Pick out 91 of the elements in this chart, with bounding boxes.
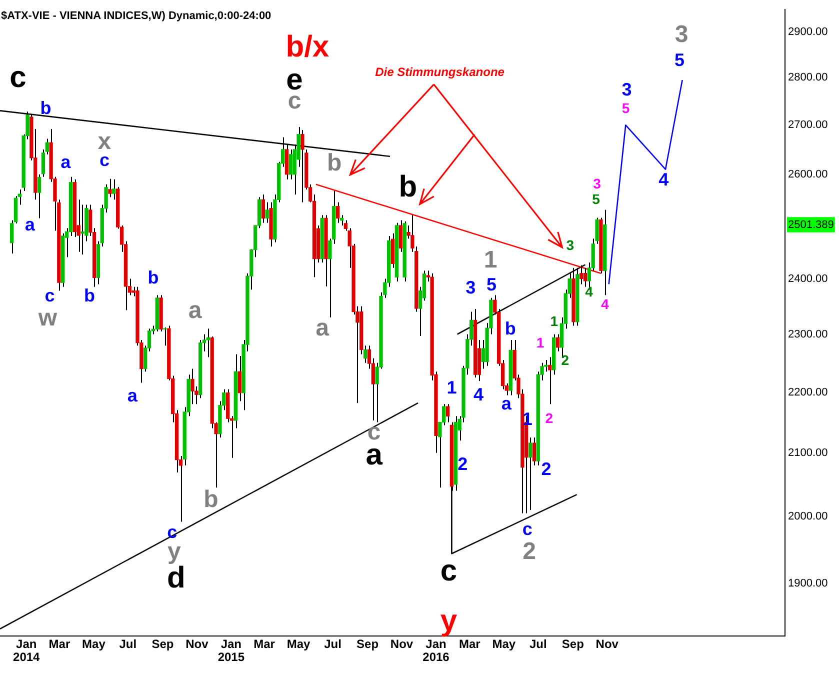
annotation: 5 — [622, 100, 630, 116]
annotation: a — [316, 314, 330, 342]
annotation: c — [44, 285, 55, 306]
candlestick — [556, 334, 560, 352]
x-tick-label: Mar — [254, 636, 276, 651]
annotation: y — [440, 604, 458, 638]
annotation: 3 — [593, 175, 602, 192]
candlestick — [336, 202, 340, 224]
y-tick-label: 2000.00 — [788, 510, 828, 523]
annotation: 5 — [674, 50, 685, 70]
y-tick-label: 2200.00 — [788, 386, 828, 398]
x-tick-label: May — [82, 636, 106, 651]
candlestick — [206, 328, 210, 358]
annotation: b — [326, 150, 342, 177]
annotation: b — [84, 285, 96, 306]
candlestick — [288, 148, 292, 180]
annotation: b — [398, 170, 418, 204]
annotation: 2 — [541, 459, 552, 480]
annotation: 5 — [592, 191, 600, 208]
annotation: 3 — [466, 278, 476, 298]
annotation: c — [440, 554, 458, 588]
annotation: 4 — [601, 296, 610, 312]
annotation: Die Stimmungskanone — [375, 64, 505, 79]
x-tick-label: Jan 2014 — [13, 636, 40, 664]
annotation: c — [10, 60, 26, 94]
candlestick — [238, 355, 242, 402]
x-tick-label: Jul — [119, 636, 137, 651]
annotation: 2 — [561, 352, 570, 368]
annotation: e — [286, 64, 303, 97]
annotation: b — [204, 486, 218, 514]
y-tick-label: 2700.00 — [788, 119, 828, 132]
y-tick-label: 2800.00 — [788, 72, 828, 84]
x-tick-label: Sep — [152, 636, 174, 651]
annotation: 1 — [550, 312, 558, 329]
annotation: a — [501, 393, 512, 414]
x-tick-label: May — [492, 636, 516, 651]
annotation: 1 — [446, 378, 457, 398]
chart-title: $ATX-VIE - VIENNA INDICES,W) Dynamic,0:00-24:00 — [1, 10, 272, 22]
annotation: 2 — [545, 410, 554, 426]
x-tick-label: Mar — [458, 636, 481, 651]
y-tick-label: 2900.00 — [788, 26, 828, 38]
annotation: 3 — [566, 237, 574, 254]
y-tick-label: 2501.389 — [788, 218, 834, 231]
annotation: b — [148, 268, 159, 288]
annotation: 3 — [622, 79, 632, 100]
annotation: 1 — [484, 246, 498, 274]
annotation: 2 — [458, 454, 468, 474]
candlestick — [190, 368, 194, 405]
x-tick-label: Jan 2015 — [218, 636, 245, 664]
annotation: b/x — [286, 30, 330, 64]
annotation: 3 — [674, 20, 688, 48]
annotation: b — [504, 318, 516, 339]
annotation: a — [60, 152, 72, 172]
annotation: 1 — [536, 334, 544, 350]
annotation: 5 — [486, 274, 497, 295]
annotation: 2 — [522, 538, 536, 566]
annotation: 4 — [585, 283, 594, 300]
candlestick — [583, 267, 588, 288]
candlestick — [37, 174, 42, 219]
x-tick-label: Sep — [356, 636, 379, 651]
annotation: b — [40, 98, 52, 118]
annotation: 4 — [658, 170, 669, 190]
candlestick — [265, 202, 269, 224]
candlestick — [261, 194, 265, 224]
y-tick-label: 1900.00 — [788, 578, 828, 590]
y-tick-label: 2100.00 — [788, 446, 828, 459]
x-tick-label: Jul — [324, 636, 342, 651]
x-tick-label: Nov — [186, 636, 209, 651]
y-tick-label: 2300.00 — [788, 328, 828, 340]
candlestick — [528, 436, 532, 511]
annotation: c — [522, 518, 532, 539]
candlestick — [446, 404, 450, 423]
annotation: a — [188, 296, 202, 324]
x-tick-label: May — [286, 636, 311, 651]
annotation: a — [127, 385, 138, 406]
candlestick — [548, 356, 552, 405]
annotation: w — [37, 304, 58, 332]
x-tick-label: Jul — [529, 636, 547, 651]
candlestick — [112, 178, 116, 200]
x-tick-label: Mar — [48, 636, 70, 651]
annotation: a — [24, 214, 36, 235]
y-tick-label: 2600.00 — [788, 168, 828, 180]
candlestick — [398, 220, 402, 252]
annotation: 4 — [474, 384, 484, 405]
x-tick-label: Nov — [596, 636, 619, 651]
candlestick — [80, 204, 84, 256]
x-tick-label: Sep — [562, 636, 584, 651]
x-tick-label: Jan 2016 — [422, 636, 450, 664]
x-tick-label: Nov — [390, 636, 414, 651]
candlestick — [108, 178, 112, 198]
y-tick-label: 2400.00 — [788, 272, 828, 285]
